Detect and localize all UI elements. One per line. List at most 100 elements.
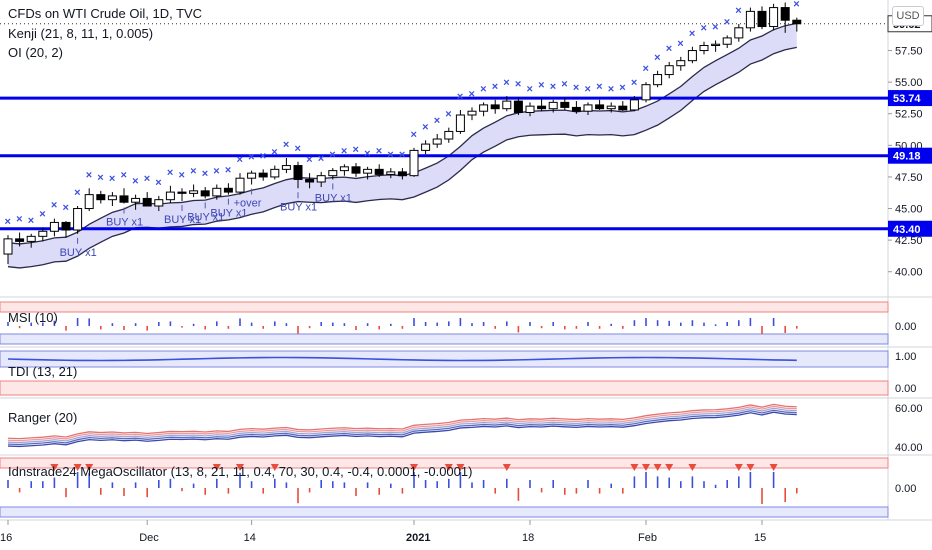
mega-sell-triangle <box>236 464 244 471</box>
mega-sell-triangle <box>444 464 453 471</box>
mega-sell-triangle <box>73 464 82 471</box>
mega-sell-triangle <box>653 464 662 471</box>
candle-body <box>165 191 175 201</box>
candle-body <box>235 177 245 193</box>
mega-sell-triangle <box>688 464 697 471</box>
mega-sell-triangle <box>734 464 743 471</box>
tdi-pane-label[interactable]: TDI (13, 21) <box>8 364 78 379</box>
candle-body <box>189 190 199 194</box>
candle-body <box>305 178 315 183</box>
candle-body <box>397 171 407 177</box>
time-tick-label: 2021 <box>406 532 430 544</box>
candle-body <box>502 100 512 110</box>
candle-body <box>223 187 233 193</box>
sell-signal-marker: × <box>596 81 602 93</box>
sell-signal-marker: × <box>16 214 22 226</box>
sell-signal-marker: × <box>132 176 138 188</box>
sell-signal-marker: × <box>701 23 707 35</box>
candle-body <box>699 44 709 52</box>
level-price-label: 49.18 <box>893 151 921 163</box>
time-tick-label: Dec <box>139 532 159 544</box>
msi-upper-zone <box>0 301 889 313</box>
level-price-label: 53.74 <box>893 93 921 105</box>
legend-kenji[interactable]: Kenji (21, 8, 11, 1, 0.005) <box>8 26 154 41</box>
msi-tick-label: 0.00 <box>895 321 916 333</box>
tdi-upper-zone <box>0 350 889 368</box>
sell-signal-marker: × <box>376 145 382 157</box>
sell-signal-marker: × <box>480 83 486 95</box>
sell-signal-marker: × <box>538 80 544 92</box>
sell-signal-marker: × <box>735 5 741 17</box>
sell-signal-marker: × <box>74 187 80 199</box>
candle-body <box>641 84 651 101</box>
candle-body <box>421 143 431 151</box>
mega-sell-triangle <box>665 464 674 471</box>
candle-body <box>351 166 361 174</box>
msi-pane-label[interactable]: MSI (10) <box>8 310 58 325</box>
candle-body <box>560 101 570 108</box>
sell-signal-marker: × <box>213 166 219 178</box>
sell-signal-marker: × <box>747 0 753 1</box>
currency-button[interactable]: USD <box>892 6 924 26</box>
sell-signal-marker: × <box>190 166 196 178</box>
candle-body <box>258 172 268 178</box>
candle-body <box>653 74 663 86</box>
sell-signal-marker: × <box>434 115 440 127</box>
legend-oi[interactable]: OI (20, 2) <box>8 45 63 60</box>
candle-body <box>154 199 164 207</box>
price-tick-label: 55.00 <box>895 77 923 89</box>
sell-signal-marker: × <box>503 77 509 89</box>
signal-label: BUY x1 <box>315 192 352 204</box>
sell-signal-marker: × <box>573 82 579 94</box>
sell-signal-marker: × <box>353 144 359 156</box>
candle-body <box>96 194 106 201</box>
mega-pane-label[interactable]: Idnstrade24 MegaOscillator (13, 8, 21, 1… <box>8 464 473 479</box>
sell-signal-marker: × <box>329 149 335 161</box>
candle-body <box>583 104 593 112</box>
sell-signal-marker: × <box>306 154 312 166</box>
candle-body <box>664 65 674 76</box>
ranger-pane-label[interactable]: Ranger (20) <box>8 410 78 425</box>
sell-signal-marker: × <box>179 169 185 181</box>
sell-signal-marker: × <box>422 121 428 133</box>
candle-body <box>328 170 338 177</box>
tdi-lower-zone <box>0 380 889 396</box>
mega-sell-triangle <box>642 464 650 471</box>
chart-title: CFDs on WTI Crude Oil, 1D, TVC <box>8 6 203 21</box>
level-price-box <box>888 90 932 107</box>
sell-signal-marker: × <box>5 216 11 228</box>
candle-body <box>49 221 59 232</box>
signal-label: BUY x1 <box>187 211 224 223</box>
sell-signal-marker: × <box>121 169 127 181</box>
candle-body <box>525 105 535 113</box>
candle-body <box>432 138 442 145</box>
ranger-line <box>7 405 797 442</box>
candle-body <box>61 221 71 231</box>
candle-body <box>247 172 257 179</box>
sell-signal-marker: × <box>387 149 393 161</box>
ranger-line <box>7 407 797 444</box>
sell-signal-marker: × <box>39 208 45 220</box>
sell-signal-marker: × <box>248 152 254 164</box>
price-tick-label: 42.50 <box>895 235 923 247</box>
candle-body <box>513 100 523 113</box>
sell-signal-marker: × <box>155 177 161 189</box>
candle-body <box>687 50 697 62</box>
sell-signal-marker: × <box>469 88 475 100</box>
candle-body <box>711 43 721 46</box>
price-tick-label: 47.50 <box>895 172 923 184</box>
candle-body <box>73 208 83 231</box>
tdi-line <box>7 356 797 362</box>
candle-body <box>676 60 686 67</box>
ranger-tick-label: 60.00 <box>895 403 923 415</box>
mega-tick-label: 0.00 <box>895 483 916 495</box>
price-tick-label: 52.50 <box>895 109 923 121</box>
candle-body <box>780 7 790 21</box>
candle-body <box>339 166 349 172</box>
price-tick-label: 45.00 <box>895 204 923 216</box>
candle-body <box>200 190 210 197</box>
sell-signal-marker: × <box>643 63 649 75</box>
sell-signal-marker: × <box>283 139 289 151</box>
sell-signal-marker: × <box>677 38 683 50</box>
